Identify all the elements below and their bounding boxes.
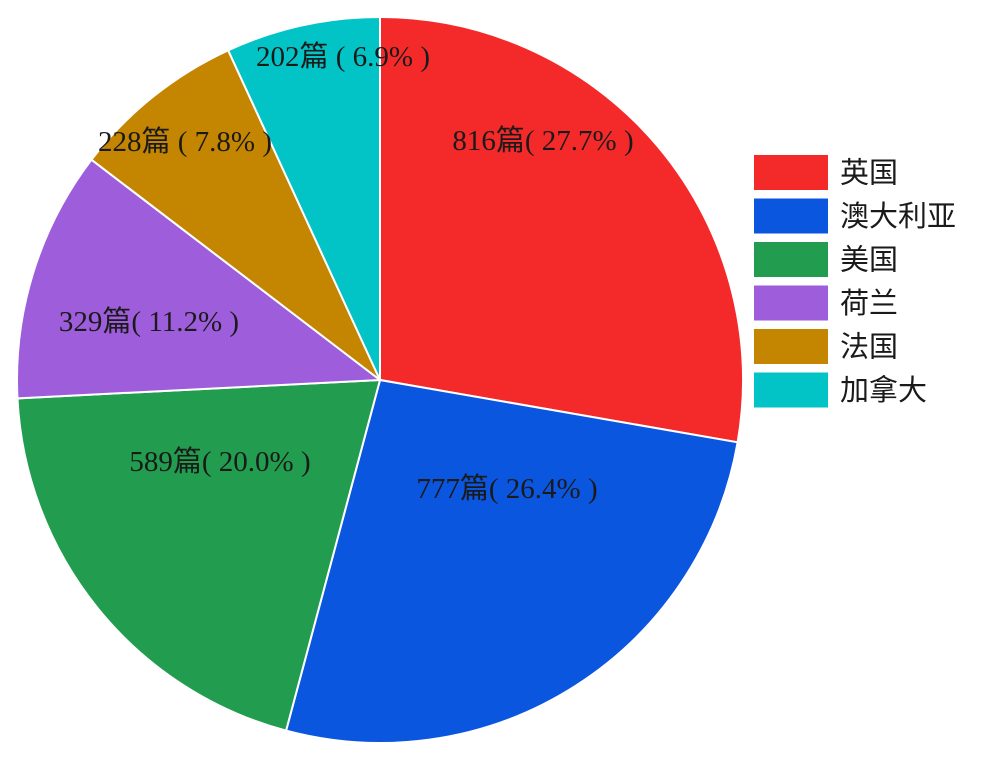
legend-label-1: 澳大利亚 xyxy=(840,199,956,233)
slice-label-1: 777篇( 26.4% ) xyxy=(416,472,597,505)
legend-swatch-3 xyxy=(754,285,828,321)
slice-label-4: 228篇 ( 7.8% ) xyxy=(98,125,272,158)
pie-slice-5 xyxy=(226,15,381,381)
slice-label-5: 202篇 ( 6.9% ) xyxy=(256,40,430,73)
legend-label-4: 法国 xyxy=(840,330,898,364)
legend-swatch-5 xyxy=(754,372,828,408)
legend-label-2: 美国 xyxy=(840,243,898,277)
pie-slice-3 xyxy=(16,158,383,400)
slice-label-2: 589篇( 20.0% ) xyxy=(129,445,310,478)
pie-slice-2 xyxy=(16,378,382,732)
pie-slice-1 xyxy=(284,378,739,744)
slice-label-3: 329篇( 11.2% ) xyxy=(59,305,239,338)
legend-swatch-1 xyxy=(754,198,828,234)
legend-swatch-4 xyxy=(754,329,828,364)
slice-label-0: 816篇( 27.7% ) xyxy=(452,124,633,157)
legend-label-0: 英国 xyxy=(840,156,898,190)
legend-label-5: 加拿大 xyxy=(840,373,927,407)
slices xyxy=(16,15,744,744)
pie-slice-0 xyxy=(379,15,744,444)
pie-slice-4 xyxy=(90,48,381,381)
legend-label-3: 荷兰 xyxy=(840,286,898,320)
legend-swatch-0 xyxy=(754,155,828,190)
legend-swatch-2 xyxy=(754,242,828,277)
slice-labels: 816篇( 27.7% ) 777篇( 26.4% ) 589篇( 20.0% ) 3… xyxy=(59,40,634,505)
